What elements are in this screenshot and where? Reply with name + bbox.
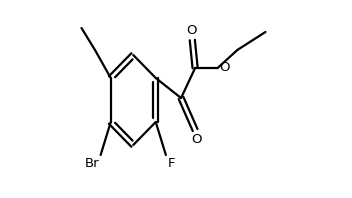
Text: O: O bbox=[186, 24, 196, 37]
Text: O: O bbox=[219, 61, 230, 73]
Text: F: F bbox=[168, 157, 175, 170]
Text: Br: Br bbox=[85, 157, 100, 170]
Text: O: O bbox=[191, 133, 201, 146]
